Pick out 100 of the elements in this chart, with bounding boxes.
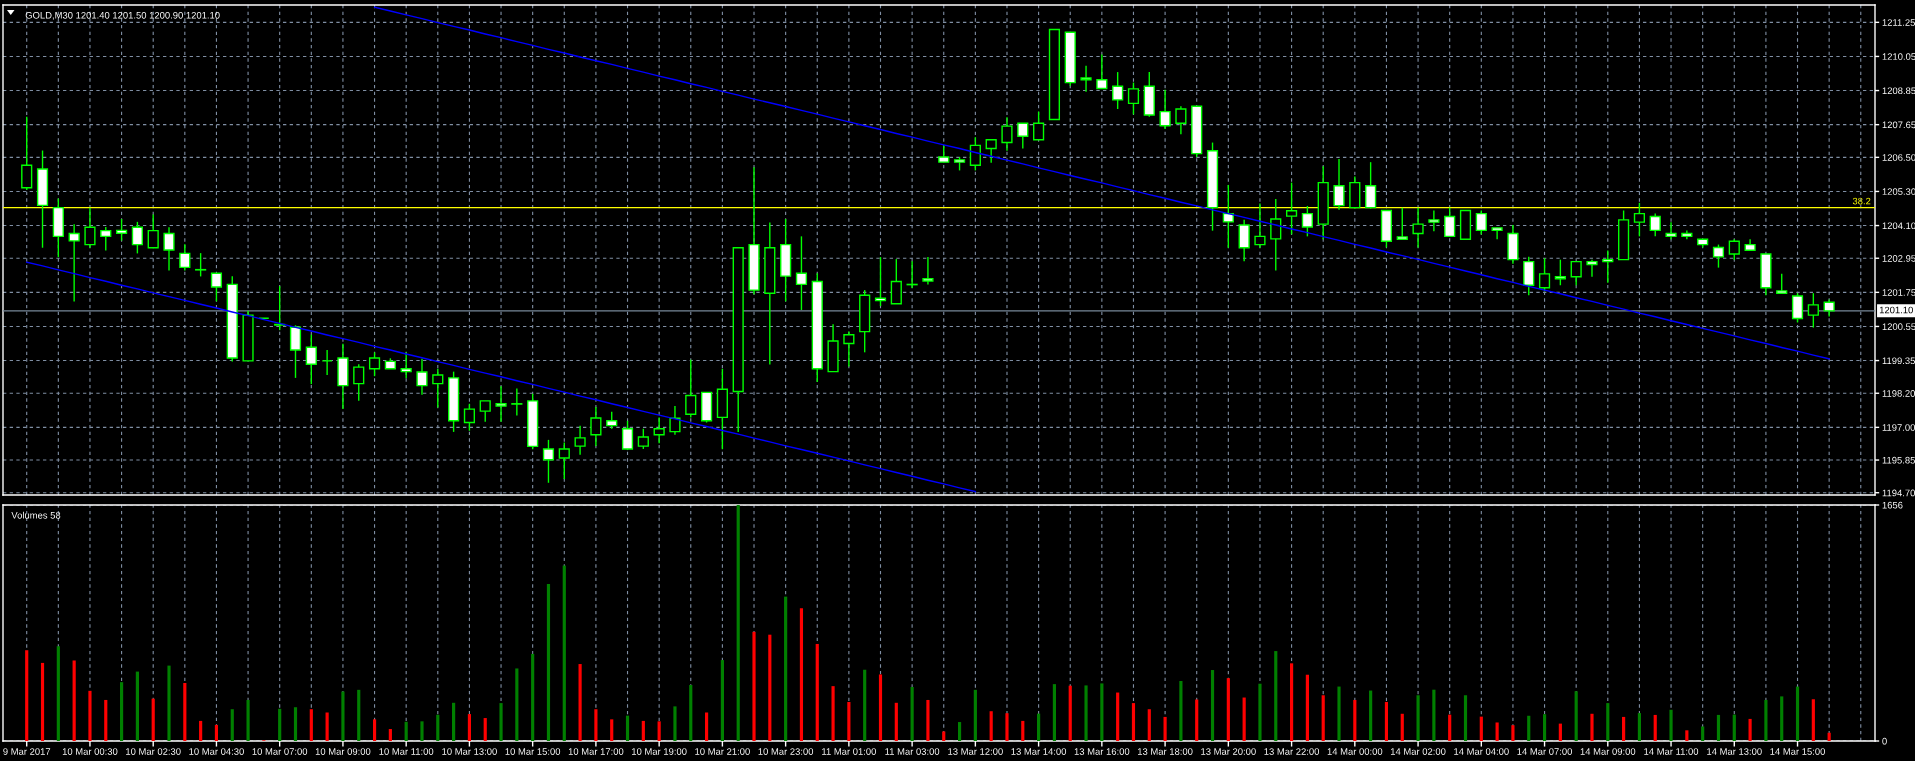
candlestick <box>1791 292 1804 324</box>
candlestick <box>1444 206 1456 238</box>
bar <box>1669 709 1673 741</box>
bar <box>910 686 914 741</box>
x-tick-label: 10 Mar 07:00 <box>252 748 308 755</box>
bar <box>293 707 298 741</box>
x-tick-label: 14 Mar 15:00 <box>1770 748 1825 755</box>
bar <box>499 703 503 741</box>
bar <box>1574 691 1578 741</box>
bar <box>641 720 645 741</box>
candlestick <box>621 420 634 451</box>
bar <box>989 711 993 741</box>
bar <box>1084 685 1088 741</box>
x-tick-label: 13 Mar 20:00 <box>1201 748 1256 755</box>
candlestick <box>274 285 286 331</box>
candlestick <box>1112 71 1124 110</box>
bar <box>878 674 883 741</box>
x-tick-label: 14 Mar 04:00 <box>1454 748 1509 755</box>
bar <box>562 565 566 741</box>
candlestick <box>1649 212 1661 238</box>
bar <box>784 596 788 741</box>
candlestick <box>463 403 476 432</box>
bar <box>404 721 408 741</box>
y-tick-label: 1197.00 <box>1882 424 1915 431</box>
candlestick <box>21 116 33 191</box>
bar <box>1037 713 1041 741</box>
bar <box>1005 713 1009 741</box>
ref-line-label: 1201.10 <box>1879 306 1913 314</box>
bar <box>199 720 203 741</box>
y-tick-label: 1202.95 <box>1882 255 1915 262</box>
x-tick-label: 10 Mar 04:30 <box>189 748 244 755</box>
bar <box>1463 695 1468 741</box>
bar <box>578 664 582 741</box>
bar <box>1305 674 1309 741</box>
candlestick <box>1238 219 1250 263</box>
candlestick <box>558 441 570 480</box>
y-tick-label: 1204.10 <box>1882 222 1915 230</box>
bar <box>1716 714 1721 741</box>
candlestick <box>163 226 175 272</box>
candlestick <box>890 258 902 305</box>
bar <box>1210 670 1215 741</box>
x-tick-label: 10 Mar 15:00 <box>505 748 561 755</box>
candlestick <box>922 256 934 286</box>
candlestick <box>1807 292 1819 329</box>
bar <box>467 714 471 741</box>
bar <box>768 634 772 741</box>
candlestick <box>100 226 112 252</box>
bar <box>1068 685 1072 741</box>
bar <box>973 689 977 741</box>
bar <box>1701 726 1705 741</box>
bar <box>894 702 898 741</box>
bar <box>357 689 361 741</box>
bar <box>483 718 487 741</box>
bar <box>120 682 124 741</box>
x-tick-label: 10 Mar 09:00 <box>315 748 371 755</box>
candlestick <box>432 368 444 409</box>
y-tick-label: 1199.35 <box>1882 357 1915 365</box>
candlestick <box>1301 205 1313 238</box>
bar <box>1448 714 1452 741</box>
candlestick <box>368 351 381 377</box>
candlestick <box>1475 209 1487 236</box>
y-tick-label: 1208.85 <box>1882 87 1915 95</box>
candlestick <box>574 424 586 456</box>
bar <box>1226 678 1230 741</box>
candlestick <box>179 243 191 272</box>
candlestick <box>985 139 997 164</box>
bar <box>815 643 819 741</box>
bar <box>1479 716 1483 741</box>
bar <box>1527 715 1531 741</box>
y-tick-label: 0 <box>1882 737 1887 745</box>
bar <box>388 729 392 741</box>
text: GOLD,M30 1201.40 1201.50 1200.90 1201.10 <box>25 11 220 20</box>
candlestick <box>542 439 555 484</box>
bar <box>88 690 92 741</box>
bar <box>40 662 45 741</box>
candlestick <box>495 385 507 423</box>
text: Volumes 58 <box>11 511 61 519</box>
bar <box>214 724 219 741</box>
bar <box>1685 730 1689 741</box>
candlestick <box>147 213 159 249</box>
candlestick <box>210 272 223 303</box>
candlestick <box>843 330 855 368</box>
candlestick <box>669 405 681 436</box>
bar <box>1606 703 1610 741</box>
candlestick <box>653 416 665 444</box>
bar <box>720 660 724 741</box>
x-tick-label: 11 Mar 01:00 <box>822 748 876 755</box>
candlestick <box>353 363 365 402</box>
candlestick <box>1222 184 1234 249</box>
candlestick <box>511 387 523 417</box>
candlestick <box>1175 105 1187 136</box>
candlestick <box>195 252 207 278</box>
bar <box>1542 714 1547 741</box>
candlestick <box>969 136 981 172</box>
bar <box>1558 723 1562 741</box>
line-series <box>26 261 977 493</box>
candlestick <box>1523 256 1535 296</box>
bar <box>799 608 804 741</box>
candlestick <box>1728 238 1740 261</box>
bar <box>1290 663 1294 741</box>
